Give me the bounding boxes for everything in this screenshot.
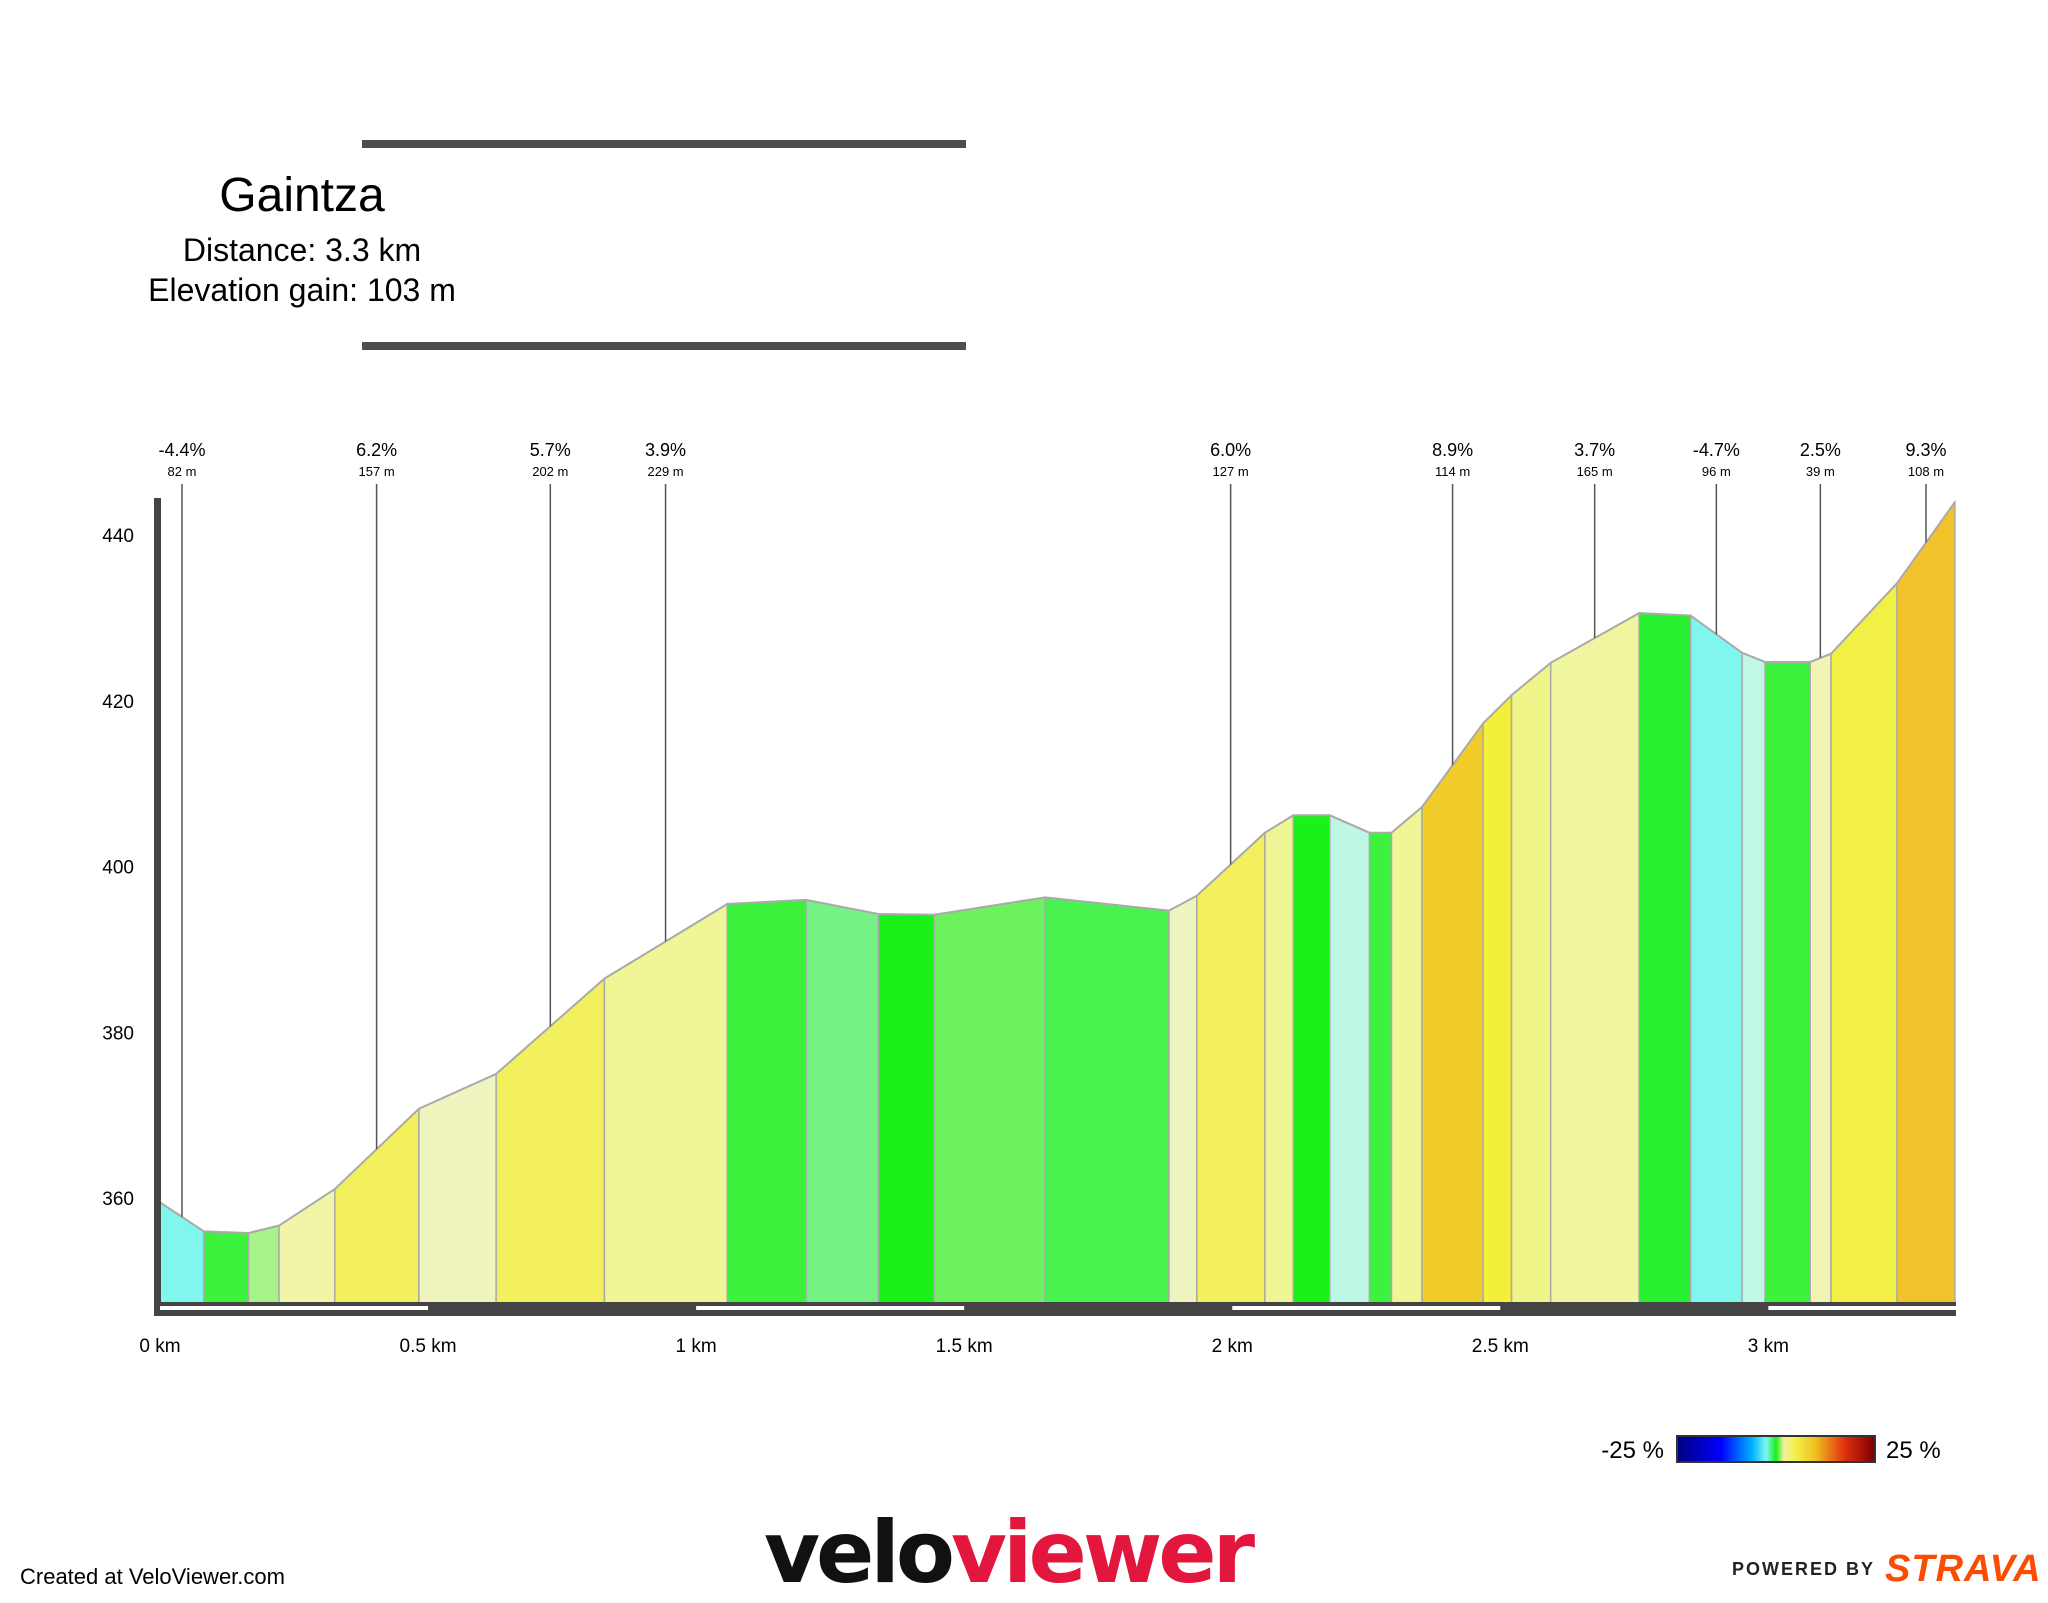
profile-segment-30 bbox=[1830, 581, 1898, 1307]
y-tick-label: 360 bbox=[102, 1189, 134, 1210]
annotation-length: 82 m bbox=[168, 464, 197, 479]
grade-annotation-2: 6.2% 157 m bbox=[356, 440, 397, 1150]
annotation-grade: -4.7% bbox=[1693, 440, 1740, 460]
profile-segment-2 bbox=[203, 1230, 250, 1307]
elevation-gain-label: Elevation gain: 103 m bbox=[148, 272, 456, 308]
profile-outline bbox=[159, 501, 1956, 1235]
annotation-grade: 3.9% bbox=[645, 440, 686, 460]
x-tick-label: 1.5 km bbox=[936, 1336, 993, 1357]
logo-viewer-text: viewer bbox=[950, 1503, 1255, 1603]
profile-segment-14 bbox=[1168, 894, 1198, 1307]
annotation-grade: 2.5% bbox=[1800, 440, 1841, 460]
title-rule-bottom bbox=[362, 342, 966, 350]
strava-logo: STRAVA bbox=[1885, 1548, 2042, 1590]
veloviewer-logo: veloviewer bbox=[764, 1508, 1255, 1598]
y-tick-label: 440 bbox=[102, 526, 134, 547]
profile-segment-10 bbox=[805, 898, 880, 1307]
legend-min-label: -25 % bbox=[1601, 1437, 1664, 1464]
x-axis-stripe bbox=[1768, 1306, 1956, 1310]
annotation-grade: 9.3% bbox=[1905, 440, 1946, 460]
profile-segment-23 bbox=[1510, 661, 1552, 1307]
annotation-grade: 5.7% bbox=[530, 440, 571, 460]
profile-segment-8 bbox=[603, 902, 728, 1307]
distance-label: Distance: 3.3 km bbox=[182, 232, 422, 268]
annotation-length: 127 m bbox=[1213, 464, 1249, 479]
profile-segment-31 bbox=[1896, 499, 1956, 1307]
grade-annotation-3: 5.7% 202 m bbox=[530, 440, 571, 1027]
x-tick-label: 0.5 km bbox=[400, 1336, 457, 1357]
profile-segment-17 bbox=[1292, 814, 1331, 1307]
x-axis-bar bbox=[154, 1302, 1956, 1316]
x-axis-stripe bbox=[160, 1306, 429, 1310]
y-tick-label: 420 bbox=[102, 692, 134, 713]
x-tick-label: 2 km bbox=[1212, 1336, 1253, 1357]
chart-axes: 0 km 0.5 km 1 km 1.5 km 2 km 2.5 km 3 km 360 380… bbox=[102, 498, 1956, 1357]
grade-annotation-6: 8.9% 114 m bbox=[1432, 440, 1473, 766]
grade-annotation-5: 6.0% 127 m bbox=[1210, 440, 1251, 865]
legend-max-label: 25 % bbox=[1886, 1437, 1941, 1464]
x-axis-stripe bbox=[1232, 1306, 1501, 1310]
grade-annotation-10: 9.3% 108 m bbox=[1905, 440, 1946, 543]
profile-segment-6 bbox=[418, 1072, 497, 1307]
annotation-length: 114 m bbox=[1435, 464, 1470, 479]
annotation-grade: 3.7% bbox=[1574, 440, 1615, 460]
grade-annotation-1: -4.4% 82 m bbox=[158, 440, 205, 1217]
profile-segments bbox=[159, 499, 1956, 1307]
grade-annotation-8: -4.7% 96 m bbox=[1693, 440, 1740, 635]
profile-segment-29 bbox=[1809, 652, 1832, 1307]
y-tick-label: 400 bbox=[102, 858, 134, 879]
annotation-grade: 6.2% bbox=[356, 440, 397, 460]
logo-velo-text: velo bbox=[764, 1503, 955, 1603]
annotation-grade: 8.9% bbox=[1432, 440, 1473, 460]
powered-by-text: POWERED BY bbox=[1732, 1559, 1876, 1579]
y-tick-label: 380 bbox=[102, 1023, 134, 1044]
x-tick-label: 0 km bbox=[139, 1336, 180, 1357]
profile-segment-12 bbox=[933, 896, 1046, 1307]
annotation-length: 108 m bbox=[1908, 464, 1944, 479]
profile-segment-18 bbox=[1329, 814, 1371, 1307]
gradient-color-scale bbox=[1676, 1435, 1876, 1463]
profile-segment-16 bbox=[1264, 813, 1295, 1307]
profile-segment-27 bbox=[1741, 651, 1766, 1307]
annotation-grade: 6.0% bbox=[1210, 440, 1251, 460]
profile-segment-3 bbox=[247, 1224, 280, 1307]
grade-annotation-9: 2.5% 39 m bbox=[1800, 440, 1841, 658]
profile-segment-20 bbox=[1390, 805, 1423, 1307]
title-box bbox=[362, 140, 966, 350]
title-rule-top bbox=[362, 140, 966, 148]
annotation-length: 39 m bbox=[1806, 464, 1835, 479]
profile-segment-15 bbox=[1196, 831, 1266, 1307]
profile-segment-7 bbox=[495, 976, 606, 1307]
annotation-length: 229 m bbox=[647, 464, 683, 479]
profile-segment-19 bbox=[1368, 831, 1393, 1307]
x-tick-label: 1 km bbox=[676, 1336, 717, 1357]
segment-title: Gaintza bbox=[219, 169, 385, 222]
annotation-length: 202 m bbox=[532, 464, 568, 479]
profile-segment-26 bbox=[1689, 614, 1743, 1307]
x-axis-stripe bbox=[696, 1306, 965, 1310]
created-at-text: Created at VeloViewer.com bbox=[20, 1564, 285, 1589]
profile-segment-13 bbox=[1044, 896, 1170, 1307]
powered-by-strava: POWERED BY STRAVA bbox=[1732, 1548, 2042, 1591]
grade-annotation-4: 3.9% 229 m bbox=[645, 440, 686, 942]
grade-annotations: -4.4% 82 m 6.2% 157 m 5.7% 202 m 3.9% 229 m 6.0%… bbox=[158, 440, 1946, 1217]
profile-segment-9 bbox=[726, 899, 807, 1307]
profile-segment-25 bbox=[1638, 612, 1692, 1307]
annotation-length: 157 m bbox=[359, 464, 395, 479]
annotation-length: 96 m bbox=[1702, 464, 1731, 479]
profile-segment-11 bbox=[877, 913, 935, 1307]
y-axis-line bbox=[154, 498, 161, 1314]
grade-annotation-7: 3.7% 165 m bbox=[1574, 440, 1615, 639]
profile-segment-22 bbox=[1482, 693, 1513, 1307]
annotation-length: 165 m bbox=[1577, 464, 1613, 479]
profile-segment-24 bbox=[1549, 611, 1640, 1307]
x-tick-label: 2.5 km bbox=[1472, 1336, 1529, 1357]
x-tick-label: 3 km bbox=[1748, 1336, 1789, 1357]
profile-segment-28 bbox=[1764, 661, 1811, 1307]
annotation-grade: -4.4% bbox=[158, 440, 205, 460]
profile-segment-21 bbox=[1421, 721, 1484, 1307]
